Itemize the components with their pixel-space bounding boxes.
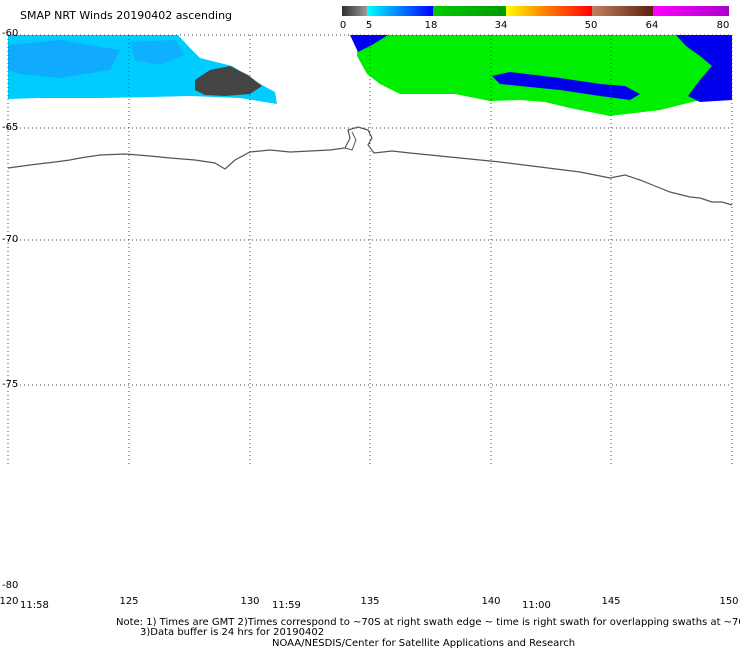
time-label: 11:59 [272,600,301,611]
colorbar-segment-34-50 [506,6,592,16]
lat-label: -75 [2,379,19,390]
map-grid [7,34,733,465]
coastline [7,126,733,206]
time-label: 11:00 [522,600,551,611]
lon-label: 145 [601,596,621,607]
lon-label: 125 [119,596,139,607]
map-title: SMAP NRT Winds 20190402 ascending [20,9,233,22]
lat-label: -80 [2,580,19,591]
note-line-1: Note: 1) Times are GMT 2)Times correspon… [116,617,740,628]
lon-label: 120 [0,596,19,607]
lat-label: -60 [2,28,19,39]
colorbar-label: 0 [339,20,347,31]
colorbar-label: 34 [494,20,508,31]
lon-label: 135 [360,596,380,607]
lat-label: -70 [2,234,19,245]
colorbar-segment-18-34 [433,6,506,16]
colorbar-segment-0-5 [342,6,367,16]
wind-patch-moderate [8,40,120,78]
lon-label: 150 [719,596,739,607]
lon-label: 130 [240,596,260,607]
colorbar-segment-50-64 [592,6,653,16]
colorbar-segment-5-18 [367,6,433,16]
wind-patch-moderate [350,35,388,52]
coastline-detail [344,131,357,151]
lon-label: 140 [481,596,501,607]
time-label: 11:58 [20,600,49,611]
colorbar-label: 5 [365,20,373,31]
lat-label: -65 [2,122,19,133]
colorbar-label: 80 [716,20,730,31]
colorbar-label: 50 [584,20,598,31]
wind-swath-right [357,35,732,116]
wind-patch-moderate [130,40,185,65]
colorbar-label: 64 [645,20,659,31]
wind-patch-moderate [492,72,640,100]
wind-patch-moderate [676,35,732,102]
note-line-2: 3)Data buffer is 24 hrs for 20190402 [140,627,325,638]
calm-wind-patch [195,66,262,96]
note-credit: NOAA/NESDIS/Center for Satellite Applica… [272,638,576,649]
colorbar-segment-64-80 [653,6,729,16]
colorbar-label: 18 [424,20,438,31]
